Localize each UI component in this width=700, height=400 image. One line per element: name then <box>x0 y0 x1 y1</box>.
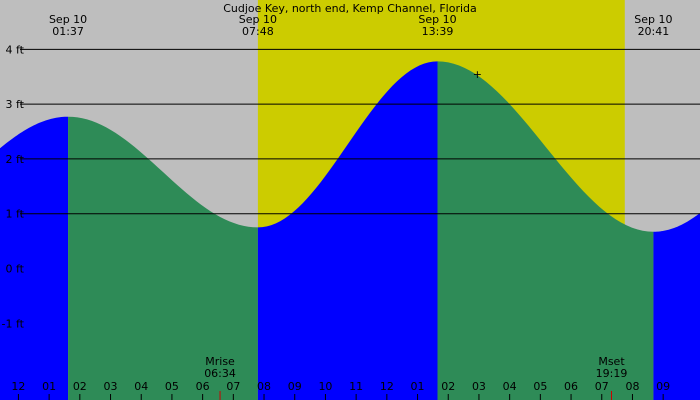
x-tick-label: 04 <box>134 380 148 393</box>
x-tick-label: 12 <box>11 380 25 393</box>
x-tick-label: 04 <box>503 380 517 393</box>
x-tick-label: 03 <box>472 380 486 393</box>
y-tick-label: -1 ft <box>2 317 25 330</box>
rising-tide-segment <box>0 116 69 400</box>
extreme-time-label: 13:39 <box>422 25 454 38</box>
x-tick-label: 01 <box>411 380 425 393</box>
x-tick-label: 05 <box>165 380 179 393</box>
x-tick-label: 03 <box>104 380 118 393</box>
x-tick-label: 06 <box>564 380 578 393</box>
tide-area <box>0 61 700 400</box>
x-tick-label: 09 <box>288 380 302 393</box>
moon-event-time: 19:19 <box>596 367 628 380</box>
x-tick-label: 12 <box>380 380 394 393</box>
current-marker: + <box>473 68 482 81</box>
chart-title: Cudjoe Key, north end, Kemp Channel, Flo… <box>223 2 477 15</box>
x-tick-label: 06 <box>196 380 210 393</box>
x-tick-label: 08 <box>257 380 271 393</box>
x-axis: 1112010203040506070809101112010203040506… <box>11 380 670 400</box>
falling-tide-segment <box>68 116 258 400</box>
extreme-date-label: Sep 10 <box>418 13 456 26</box>
y-tick-label: 3 ft <box>6 98 25 111</box>
x-tick-label: 07 <box>595 380 609 393</box>
x-tick-label: 07 <box>226 380 240 393</box>
y-tick-label: 2 ft <box>6 153 25 166</box>
extreme-time-label: 20:41 <box>638 25 670 38</box>
x-tick-label: 08 <box>625 380 639 393</box>
extreme-date-label: Sep 10 <box>49 13 87 26</box>
y-tick-label: 0 ft <box>6 262 25 275</box>
falling-tide-segment <box>437 61 654 400</box>
x-tick-label: 01 <box>42 380 56 393</box>
y-axis-labels: 4 ft 3 ft 2 ft 1 ft 0 ft -1 ft <box>2 43 25 330</box>
x-tick-label: 11 <box>349 380 363 393</box>
x-tick-label: 05 <box>533 380 547 393</box>
rising-tide-segment <box>653 212 700 400</box>
extreme-time-label: 01:37 <box>52 25 84 38</box>
x-tick-label: 09 <box>656 380 670 393</box>
y-tick-label: 4 ft <box>6 43 25 56</box>
moon-event-label: Mrise <box>205 355 235 368</box>
x-tick-label: 02 <box>73 380 87 393</box>
extreme-time-label: 07:48 <box>242 25 274 38</box>
current-time-marker: + <box>473 68 482 81</box>
rising-tide-segment <box>257 61 438 400</box>
gridlines <box>20 48 700 215</box>
x-tick-label: 10 <box>318 380 332 393</box>
extreme-date-label: Sep 10 <box>634 13 672 26</box>
extreme-date-label: Sep 10 <box>239 13 277 26</box>
y-tick-label: 1 ft <box>6 208 25 221</box>
moon-event-label: Mset <box>598 355 625 368</box>
moon-event-time: 06:34 <box>204 367 236 380</box>
x-tick-label: 02 <box>441 380 455 393</box>
